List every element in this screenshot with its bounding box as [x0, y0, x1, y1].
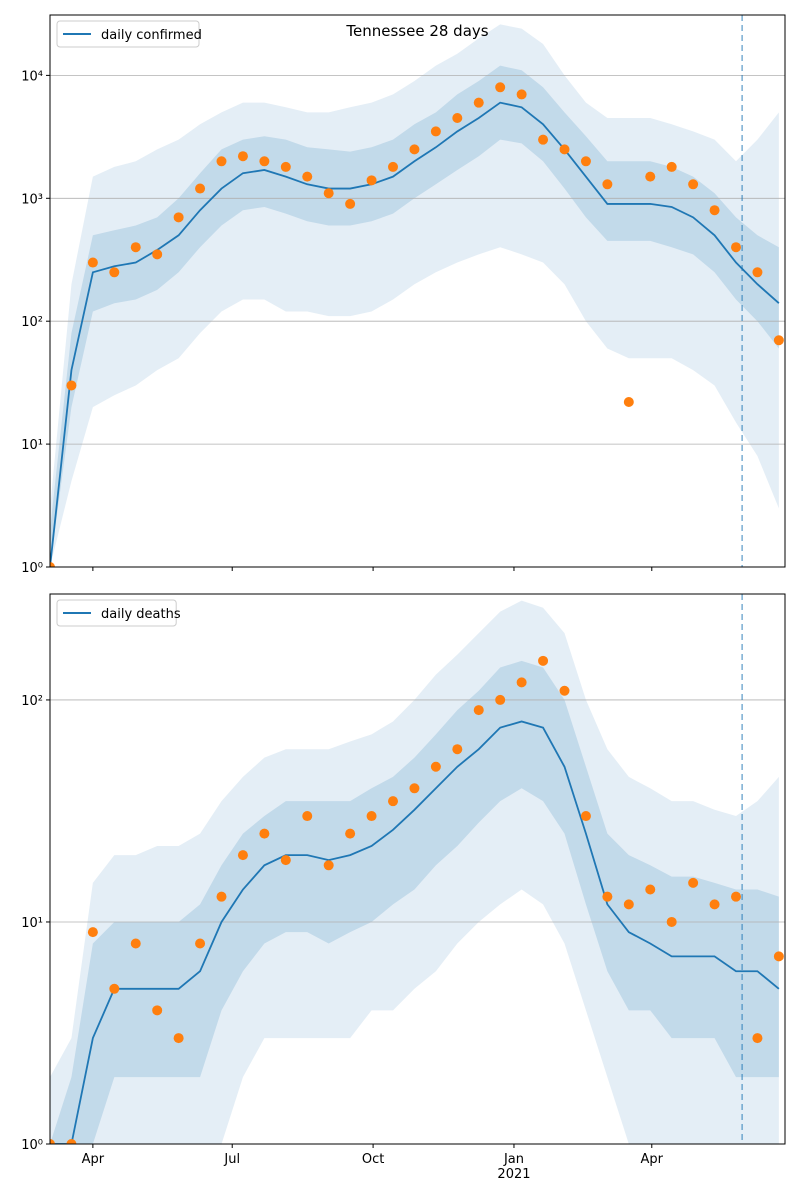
- y-tick-label: 10⁴: [21, 69, 43, 84]
- observed-point: [580, 156, 591, 167]
- observed-point: [538, 655, 549, 666]
- observed-point: [709, 205, 720, 216]
- observed-point: [538, 134, 549, 145]
- observed-point: [430, 126, 441, 137]
- median-line: [50, 720, 780, 1144]
- observed-point: [259, 156, 270, 167]
- observed-point: [731, 242, 741, 253]
- x-year-label: 2021: [497, 1167, 530, 1182]
- observed-point: [559, 685, 570, 696]
- observed-point: [773, 335, 784, 346]
- observed-point: [130, 242, 141, 253]
- observed-point: [666, 916, 677, 927]
- observed-point: [516, 677, 527, 688]
- observed-point: [302, 171, 313, 182]
- x-tick-label: Apr: [641, 1152, 664, 1167]
- observed-point: [752, 1033, 763, 1044]
- observed-point: [709, 899, 720, 910]
- observed-point: [409, 144, 420, 155]
- chart-title: Tennessee 28 days: [345, 22, 488, 40]
- observed-point: [87, 257, 98, 268]
- y-tick-label: 10³: [21, 192, 43, 207]
- y-tick-label: 10⁰: [21, 561, 43, 576]
- plot-area: [50, 24, 785, 567]
- y-tick-label: 10²: [21, 694, 43, 709]
- confidence-band: [50, 24, 779, 567]
- observed-point: [50, 1139, 55, 1144]
- axes-frame: [49, 14, 786, 568]
- observed-point: [109, 983, 120, 994]
- observed-point: [731, 891, 741, 902]
- observed-point: [388, 796, 398, 807]
- observed-point: [152, 1005, 163, 1016]
- observed-point: [516, 89, 527, 100]
- observed-point: [216, 156, 227, 167]
- observed-point: [259, 828, 270, 839]
- observed-point: [602, 179, 613, 190]
- observed-point: [66, 380, 77, 391]
- observed-point: [366, 811, 377, 822]
- y-tick-label: 10¹: [21, 438, 43, 453]
- observed-point: [580, 811, 591, 822]
- observed-point: [345, 828, 356, 839]
- legend-label: daily deaths: [101, 607, 181, 622]
- observed-point: [130, 938, 141, 949]
- observed-point: [430, 761, 441, 772]
- observed-point: [495, 82, 506, 93]
- observed-point: [752, 267, 763, 278]
- observed-point: [688, 179, 699, 190]
- observed-point: [173, 212, 184, 223]
- axes-frame: [49, 593, 786, 1145]
- observed-point: [216, 891, 227, 902]
- observed-point: [773, 951, 784, 962]
- observed-point: [473, 705, 484, 716]
- x-tick-label: Apr: [82, 1152, 105, 1167]
- observed-point: [323, 860, 334, 871]
- confidence-band: [50, 600, 779, 1144]
- x-tick-label: Jan: [503, 1152, 524, 1167]
- observed-point: [623, 397, 634, 408]
- observed-point: [280, 855, 291, 866]
- observed-point: [409, 783, 420, 794]
- observed-point: [173, 1033, 184, 1044]
- observed-point: [302, 811, 313, 822]
- x-tick-label: Oct: [362, 1152, 384, 1167]
- observed-point: [152, 249, 163, 260]
- observed-point: [623, 899, 634, 910]
- observed-point: [87, 927, 98, 938]
- observed-point: [66, 1139, 77, 1144]
- y-tick-label: 10⁰: [21, 1138, 43, 1153]
- legend-box: [56, 599, 177, 627]
- observed-point: [195, 183, 206, 194]
- observed-point: [473, 97, 484, 108]
- plot-area: [50, 600, 785, 1144]
- legend-label: daily confirmed: [101, 28, 202, 43]
- observed-point: [237, 850, 248, 861]
- legend-box: [56, 20, 200, 48]
- observed-point: [559, 144, 570, 155]
- median-line: [50, 101, 780, 567]
- observed-point: [495, 694, 506, 705]
- observed-point: [688, 877, 699, 888]
- x-tick-label: Jul: [223, 1152, 240, 1167]
- observed-point: [452, 744, 463, 755]
- observed-point: [280, 161, 291, 172]
- observed-point: [602, 891, 613, 902]
- observed-point: [666, 161, 677, 172]
- observed-point: [452, 113, 463, 124]
- observed-point: [109, 267, 120, 278]
- observed-point: [388, 161, 398, 172]
- observed-point: [237, 151, 248, 162]
- observed-point: [345, 198, 356, 209]
- y-tick-label: 10²: [21, 315, 43, 330]
- observed-point: [50, 562, 55, 567]
- observed-point: [645, 884, 656, 895]
- observed-point: [323, 188, 334, 199]
- y-tick-label: 10¹: [21, 916, 43, 931]
- observed-point: [366, 175, 377, 186]
- observed-point: [645, 171, 656, 182]
- observed-point: [195, 938, 206, 949]
